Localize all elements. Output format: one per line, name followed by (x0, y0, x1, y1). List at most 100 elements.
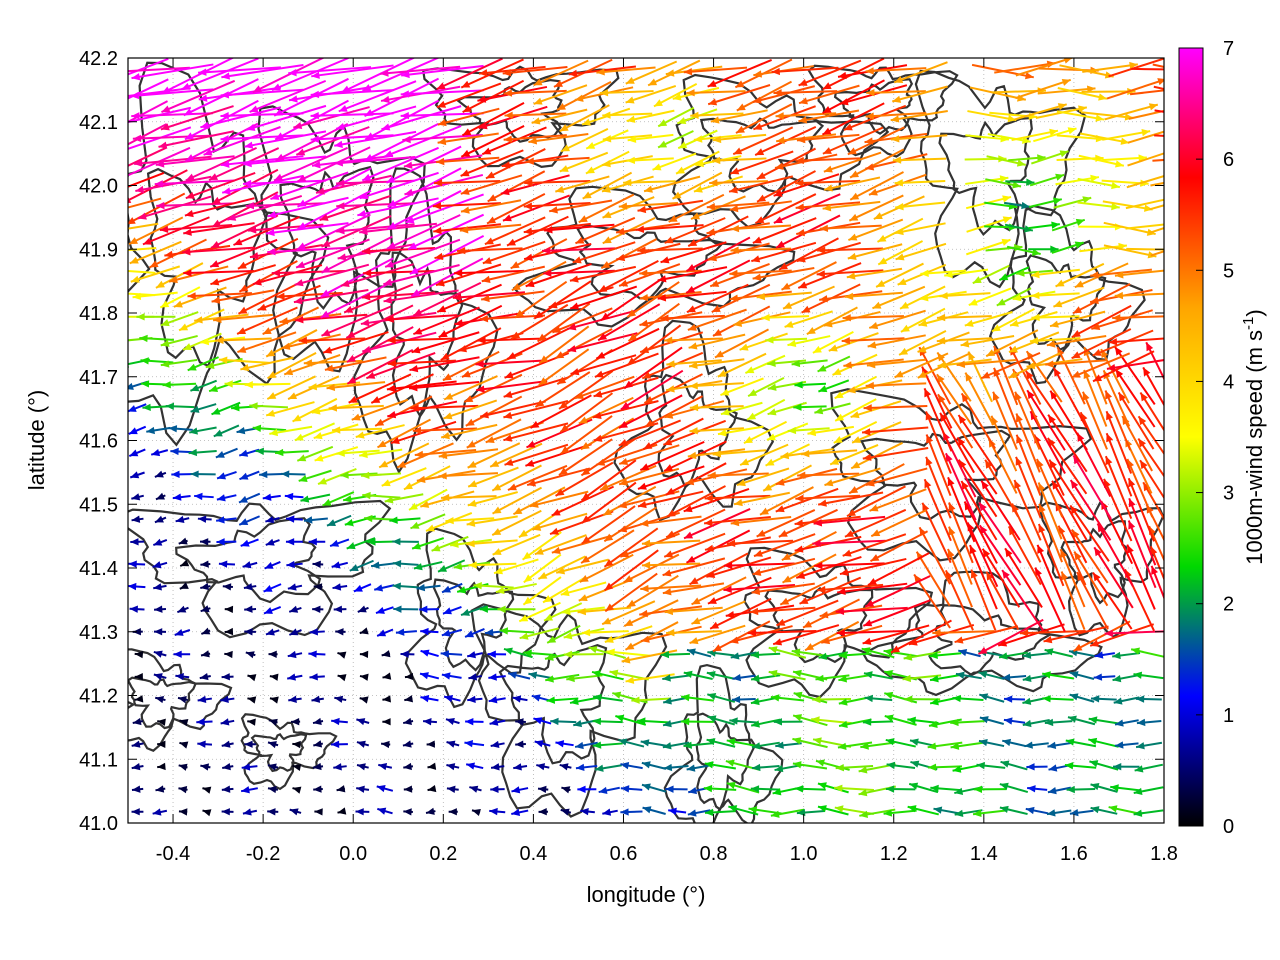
wind-arrow (328, 404, 384, 412)
wind-arrow (361, 471, 402, 480)
wind-arrow (843, 104, 907, 131)
wind-arrow (996, 287, 1032, 307)
wind-arrow (152, 808, 168, 816)
wind-arrow (773, 89, 838, 97)
wind-arrow (218, 356, 270, 364)
wind-arrow (216, 538, 237, 546)
wind-arrow (393, 605, 419, 613)
colorbar-tick-label: 0 (1223, 816, 1234, 838)
wind-arrow (618, 738, 645, 748)
wind-arrow (806, 306, 858, 335)
wind-arrow (131, 112, 213, 120)
wind-arrow (689, 427, 744, 435)
wind-arrow (833, 421, 878, 444)
wind-arrow (796, 241, 861, 263)
wind-arrow (907, 716, 939, 725)
wind-arrow (1069, 809, 1094, 817)
wind-arrow (642, 417, 704, 450)
wind-arrow (1026, 389, 1066, 451)
wind-arrow (1091, 309, 1153, 331)
wind-arrow (689, 552, 749, 586)
wind-arrow (626, 324, 682, 366)
wind-arrow (838, 718, 872, 728)
wind-arrow (380, 65, 461, 77)
wind-arrow (292, 397, 338, 423)
wind-arrow (795, 156, 861, 165)
wind-arrow (403, 465, 451, 491)
wind-arrow (359, 222, 437, 236)
wind-arrow (686, 648, 712, 658)
wind-arrow (155, 492, 166, 501)
colorbar-label-superscript: -1 (1240, 317, 1257, 330)
wind-arrow (326, 514, 352, 527)
wind-arrow (660, 314, 725, 322)
wind-arrow (1014, 391, 1041, 450)
wind-arrow (283, 354, 341, 376)
wind-arrow (1042, 695, 1074, 703)
wind-arrow (1015, 78, 1072, 100)
wind-arrow (602, 485, 657, 517)
wind-arrow (340, 58, 416, 94)
wind-arrow (1053, 286, 1105, 308)
wind-arrow (522, 576, 562, 606)
wind-arrow (265, 516, 280, 524)
y-axis-label: latitude (°) (24, 390, 49, 491)
wind-arrow (687, 308, 747, 331)
wind-arrow (835, 763, 874, 772)
wind-arrow (792, 737, 828, 749)
wind-arrow (518, 601, 561, 623)
wind-arrow (237, 331, 297, 354)
wind-arrow (730, 246, 792, 254)
wind-arrow (675, 150, 720, 175)
wind-arrow (1128, 497, 1157, 566)
wind-arrow (964, 372, 995, 426)
wind-arrow (359, 171, 439, 200)
wind-arrow (362, 491, 401, 500)
wind-arrow (778, 237, 839, 271)
wind-arrow (908, 623, 975, 646)
wind-arrow (944, 268, 989, 279)
wind-arrow (618, 263, 681, 287)
wind-arrow (556, 81, 612, 111)
wind-arrow (653, 83, 698, 108)
wind-arrow (294, 313, 368, 324)
wind-arrow (212, 313, 273, 324)
wind-arrow (440, 423, 498, 440)
wind-arrow (689, 382, 744, 390)
wind-arrow (437, 132, 499, 146)
wind-arrow (1001, 569, 1044, 631)
wind-arrow (730, 224, 792, 233)
wind-arrow (973, 785, 1007, 794)
wind-arrow (403, 808, 413, 816)
wind-arrow (286, 560, 303, 569)
wind-arrow (1088, 737, 1119, 748)
wind-arrow (412, 281, 482, 317)
wind-arrow (525, 443, 592, 467)
wind-arrow (359, 448, 403, 459)
wind-arrow (1026, 358, 1083, 370)
wind-arrow (387, 190, 462, 230)
wind-arrow (978, 501, 1022, 564)
wind-arrow (711, 156, 767, 165)
wind-arrow (538, 348, 590, 386)
wind-arrow (486, 193, 546, 225)
wind-arrow (837, 582, 908, 596)
wind-arrow (294, 263, 370, 287)
wind-arrow (266, 222, 349, 237)
wind-arrow (242, 179, 327, 188)
wind-arrow (1071, 304, 1132, 339)
wind-arrow (467, 466, 519, 488)
wind-arrow (1015, 434, 1042, 496)
wind-arrow (626, 281, 680, 318)
wind-arrow (208, 379, 242, 393)
wind-arrow (348, 373, 412, 404)
wind-arrow (1033, 127, 1077, 143)
wind-arrow (155, 262, 204, 289)
wind-arrow (775, 487, 839, 513)
wind-arrow (752, 85, 816, 104)
wind-arrow (284, 492, 304, 501)
wind-arrow (427, 784, 437, 793)
wind-arrow (300, 493, 331, 503)
wind-arrow (378, 442, 430, 469)
wind-arrow (939, 292, 991, 300)
